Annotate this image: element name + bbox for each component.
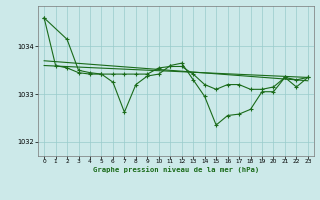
X-axis label: Graphe pression niveau de la mer (hPa): Graphe pression niveau de la mer (hPa) <box>93 167 259 173</box>
